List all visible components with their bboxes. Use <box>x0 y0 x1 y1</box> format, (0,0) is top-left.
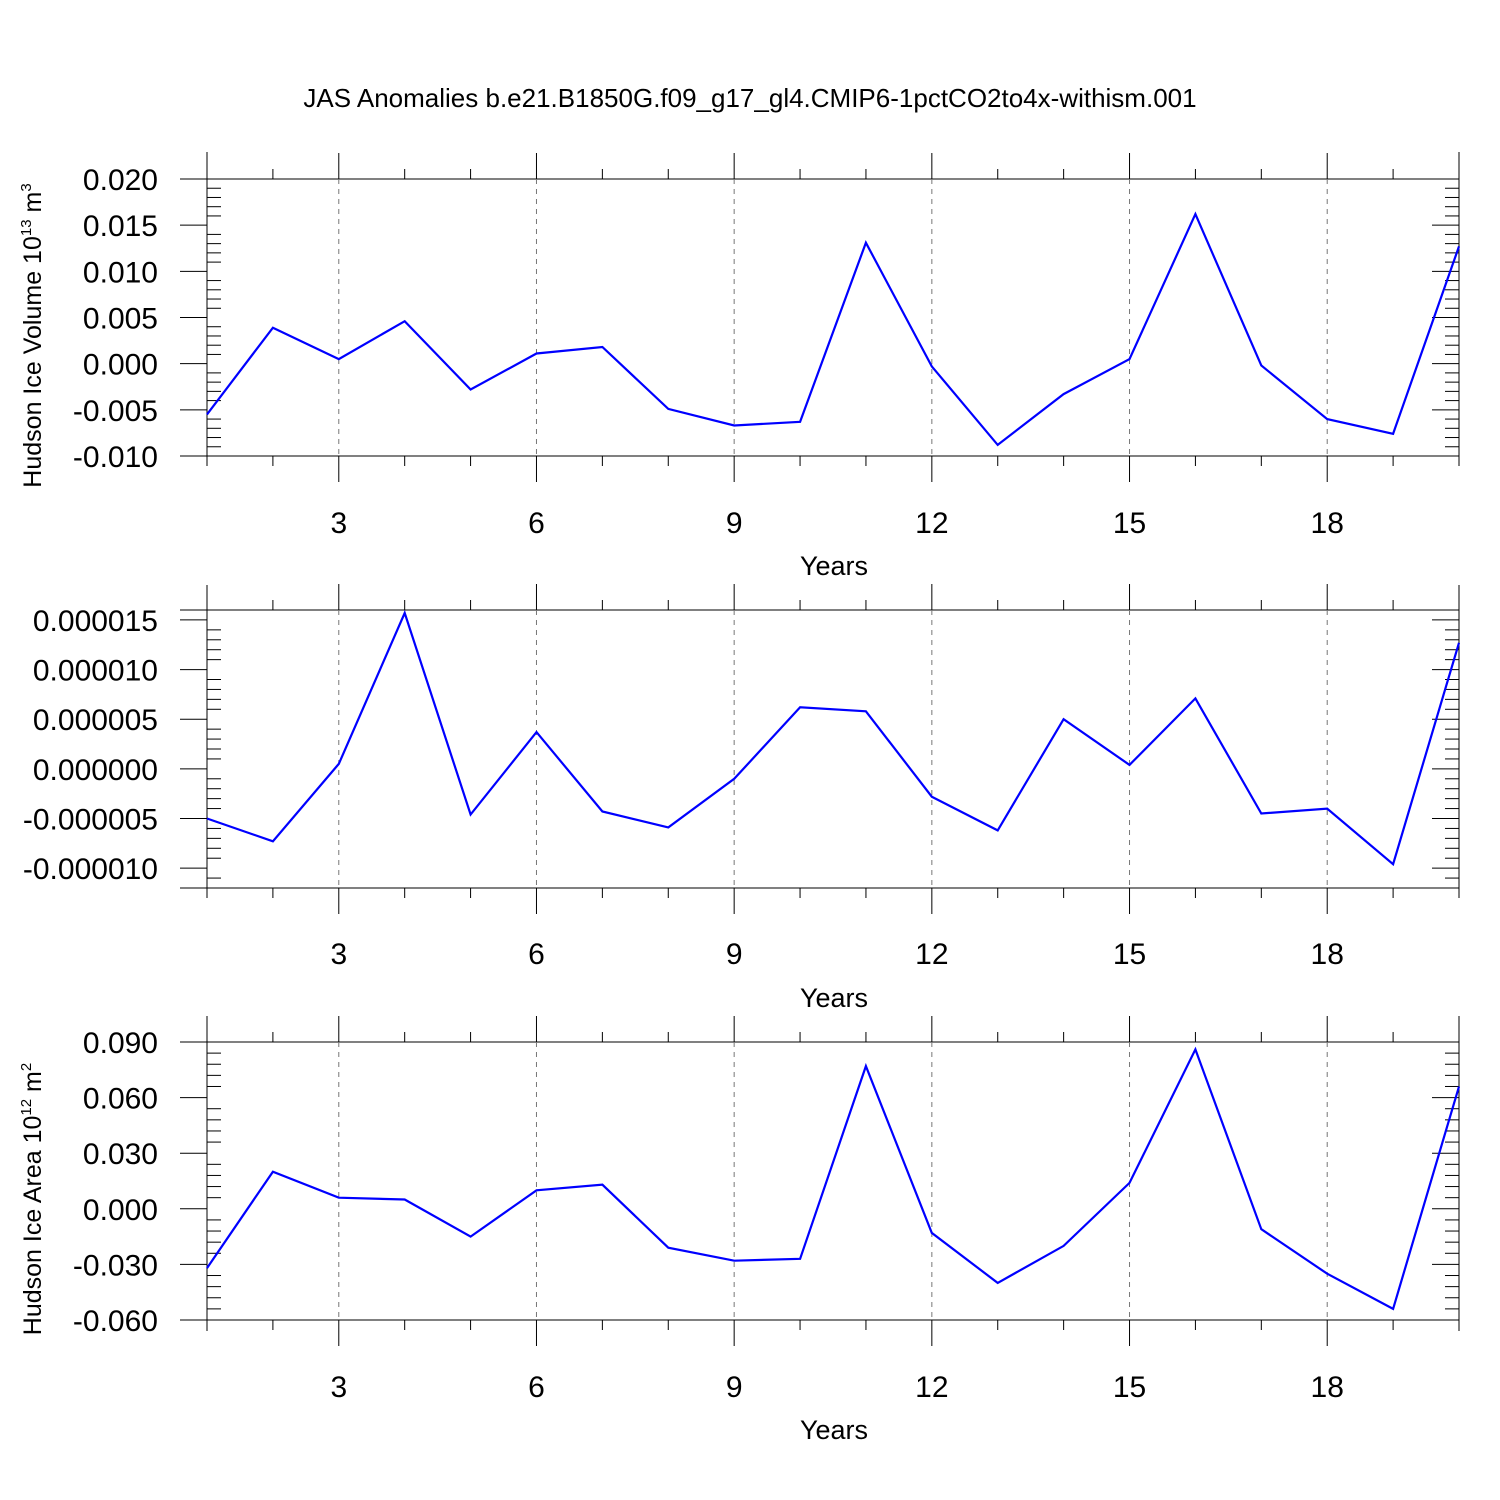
x-tick-label: 12 <box>915 507 948 540</box>
y-tick-label: 0.010 <box>83 256 158 289</box>
y-tick-label: 0.020 <box>83 164 158 197</box>
chart-panel-2: 3 6 9 12 15 18 -0.000010 -0.000005 0.000000 0.000… <box>23 584 1461 1013</box>
y-tick-label: 0.000 <box>83 1194 158 1227</box>
x-tick-label: 15 <box>1113 1371 1146 1404</box>
y-tick-label: 0.000005 <box>33 704 158 737</box>
y-tick-label: 0.000000 <box>33 754 158 787</box>
x-tick-label: 18 <box>1311 1371 1344 1404</box>
series-line <box>206 211 1461 447</box>
y-tick-label: 0.090 <box>83 1027 158 1060</box>
y-tick-label: 0.000010 <box>33 655 158 688</box>
y-tick-label: -0.030 <box>73 1249 158 1282</box>
x-tick-label: 9 <box>726 507 743 540</box>
x-tick-label: 15 <box>1113 507 1146 540</box>
y-tick-label: -0.010 <box>73 441 158 474</box>
chart-panel-3: 3 6 9 12 15 18 -0.060 -0.030 0.000 0.030 0.060 0.09… <box>18 1016 1461 1445</box>
y-tick-label: 0.030 <box>83 1138 158 1171</box>
y-tick-label: 0.015 <box>83 210 158 243</box>
x-tick-label: 12 <box>915 938 948 971</box>
chart-panel-1: 3 6 9 12 15 18 -0.010 -0.005 0.000 0.005 0.010 0.01… <box>18 152 1461 581</box>
x-axis-label: Years <box>800 983 868 1013</box>
x-tick-label: 15 <box>1113 938 1146 971</box>
chart-panels: 3 6 9 12 15 18 -0.010 -0.005 0.000 0.005 0.010 0.01… <box>18 152 1461 1445</box>
x-tick-label: 9 <box>726 1371 743 1404</box>
y-axis-label: Hudson Ice Volume 1013 m3 <box>18 183 47 487</box>
series-line <box>206 609 1461 867</box>
x-tick-label: 3 <box>330 507 347 540</box>
x-tick-label: 6 <box>528 938 545 971</box>
x-tick-label: 3 <box>330 1371 347 1404</box>
y-tick-label: -0.000010 <box>23 853 158 886</box>
y-tick-label: 0.000015 <box>33 605 158 638</box>
y-tick-label: 0.000 <box>83 349 158 382</box>
y-tick-label: 0.005 <box>83 303 158 336</box>
x-tick-label: 3 <box>330 938 347 971</box>
x-tick-label: 6 <box>528 507 545 540</box>
x-tick-label: 18 <box>1311 938 1344 971</box>
y-tick-label: -0.000005 <box>23 804 158 837</box>
series-line <box>206 1046 1461 1311</box>
y-tick-label: -0.005 <box>73 395 158 428</box>
y-tick-label: 0.060 <box>83 1083 158 1116</box>
x-axis-label: Years <box>800 551 868 581</box>
y-tick-label: -0.060 <box>73 1305 158 1338</box>
figure-title: JAS Anomalies b.e21.B1850G.f09_g17_gl4.C… <box>303 83 1196 113</box>
x-tick-label: 12 <box>915 1371 948 1404</box>
y-axis-label: Hudson Ice Area 1012 m2 <box>18 1063 47 1335</box>
x-tick-label: 9 <box>726 938 743 971</box>
x-tick-label: 18 <box>1311 507 1344 540</box>
x-axis-label: Years <box>800 1415 868 1445</box>
x-tick-label: 6 <box>528 1371 545 1404</box>
